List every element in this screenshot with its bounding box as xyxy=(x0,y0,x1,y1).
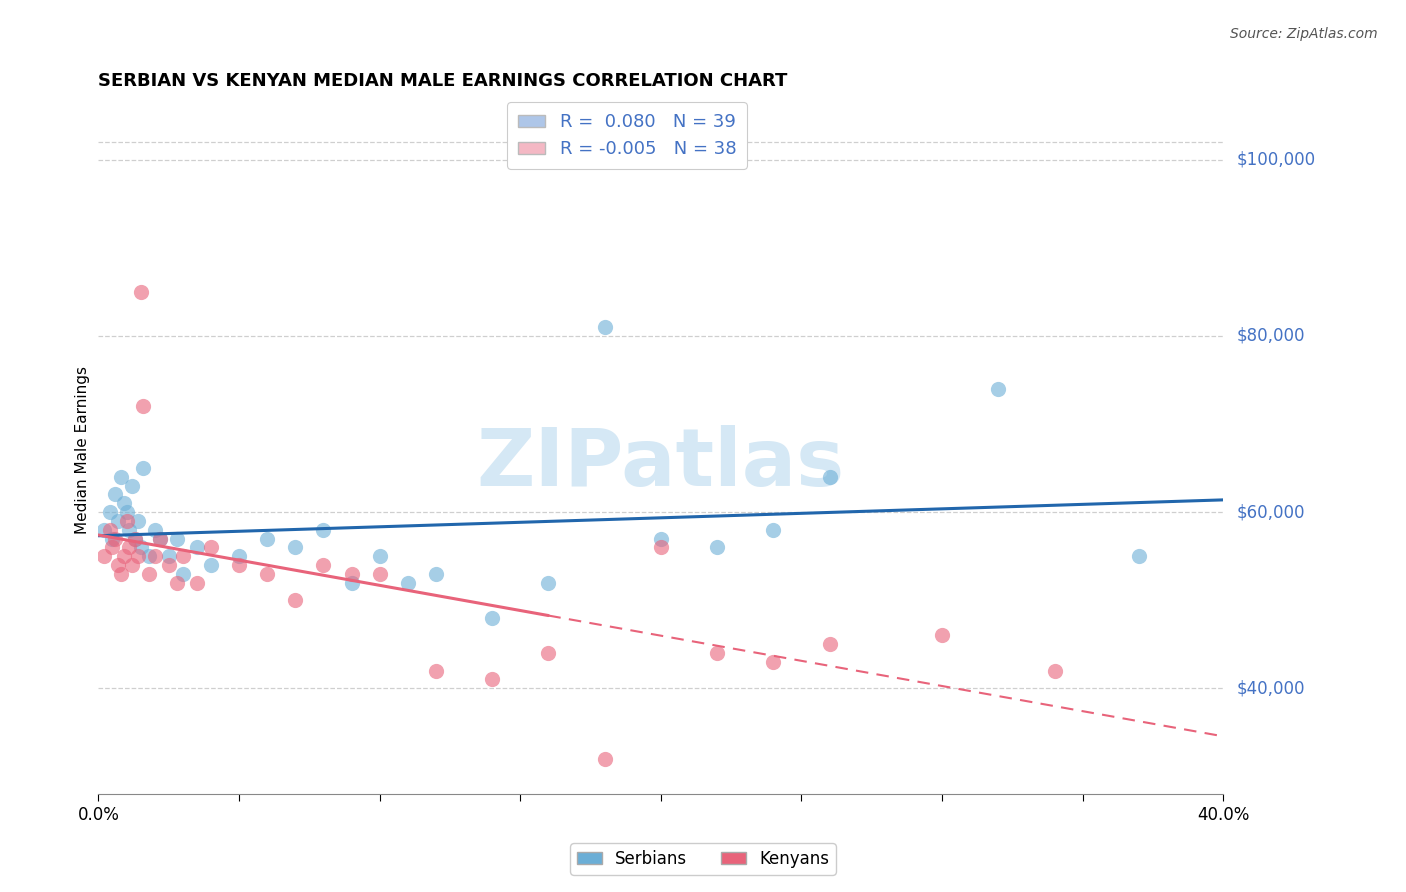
Point xyxy=(481,673,503,687)
Point xyxy=(593,752,616,766)
Legend: Serbians, Kenyans: Serbians, Kenyans xyxy=(571,844,835,875)
Point xyxy=(228,549,250,563)
Point xyxy=(186,575,208,590)
Point xyxy=(138,566,160,581)
Point xyxy=(149,532,172,546)
Point xyxy=(110,470,132,484)
Point xyxy=(93,549,115,563)
Point xyxy=(1043,664,1066,678)
Point xyxy=(706,541,728,555)
Text: Source: ZipAtlas.com: Source: ZipAtlas.com xyxy=(1230,27,1378,41)
Point xyxy=(166,575,188,590)
Point xyxy=(127,549,149,563)
Text: $100,000: $100,000 xyxy=(1237,151,1316,169)
Point xyxy=(121,558,143,572)
Point xyxy=(706,646,728,660)
Point xyxy=(200,558,222,572)
Point xyxy=(256,532,278,546)
Point xyxy=(129,285,152,299)
Point xyxy=(593,320,616,334)
Point xyxy=(228,558,250,572)
Point xyxy=(132,400,155,414)
Point xyxy=(143,549,166,563)
Point xyxy=(104,532,127,546)
Text: SERBIAN VS KENYAN MEDIAN MALE EARNINGS CORRELATION CHART: SERBIAN VS KENYAN MEDIAN MALE EARNINGS C… xyxy=(98,72,787,90)
Point xyxy=(200,541,222,555)
Point xyxy=(284,593,307,607)
Point xyxy=(256,566,278,581)
Point xyxy=(368,549,391,563)
Point xyxy=(340,575,363,590)
Point xyxy=(931,628,953,642)
Point xyxy=(186,541,208,555)
Point xyxy=(425,664,447,678)
Point xyxy=(172,566,194,581)
Point xyxy=(166,532,188,546)
Point xyxy=(107,514,129,528)
Point xyxy=(129,541,152,555)
Point xyxy=(112,496,135,510)
Point xyxy=(284,541,307,555)
Point xyxy=(537,575,560,590)
Point xyxy=(149,532,172,546)
Point xyxy=(537,646,560,660)
Point xyxy=(101,541,124,555)
Y-axis label: Median Male Earnings: Median Male Earnings xyxy=(75,367,90,534)
Point xyxy=(143,523,166,537)
Text: ZIPatlas: ZIPatlas xyxy=(477,425,845,503)
Point xyxy=(312,558,335,572)
Point xyxy=(818,470,841,484)
Point xyxy=(115,505,138,519)
Point xyxy=(650,532,672,546)
Point xyxy=(368,566,391,581)
Point xyxy=(93,523,115,537)
Point xyxy=(818,637,841,651)
Point xyxy=(138,549,160,563)
Point xyxy=(118,541,141,555)
Point xyxy=(104,487,127,501)
Point xyxy=(118,523,141,537)
Point xyxy=(115,514,138,528)
Point xyxy=(132,461,155,475)
Text: $40,000: $40,000 xyxy=(1237,679,1306,698)
Text: $80,000: $80,000 xyxy=(1237,327,1306,345)
Point xyxy=(481,611,503,625)
Legend: R =  0.080   N = 39, R = -0.005   N = 38: R = 0.080 N = 39, R = -0.005 N = 38 xyxy=(508,103,747,169)
Point xyxy=(124,532,146,546)
Point xyxy=(101,532,124,546)
Point xyxy=(987,382,1010,396)
Point xyxy=(157,558,180,572)
Point xyxy=(425,566,447,581)
Point xyxy=(124,532,146,546)
Point xyxy=(121,478,143,492)
Point xyxy=(157,549,180,563)
Point xyxy=(396,575,419,590)
Point xyxy=(98,505,121,519)
Point xyxy=(107,558,129,572)
Point xyxy=(110,566,132,581)
Point xyxy=(1128,549,1150,563)
Text: $60,000: $60,000 xyxy=(1237,503,1306,521)
Point xyxy=(112,549,135,563)
Point xyxy=(762,655,785,669)
Point xyxy=(340,566,363,581)
Point xyxy=(312,523,335,537)
Point xyxy=(172,549,194,563)
Point xyxy=(127,514,149,528)
Point xyxy=(650,541,672,555)
Point xyxy=(98,523,121,537)
Point xyxy=(762,523,785,537)
